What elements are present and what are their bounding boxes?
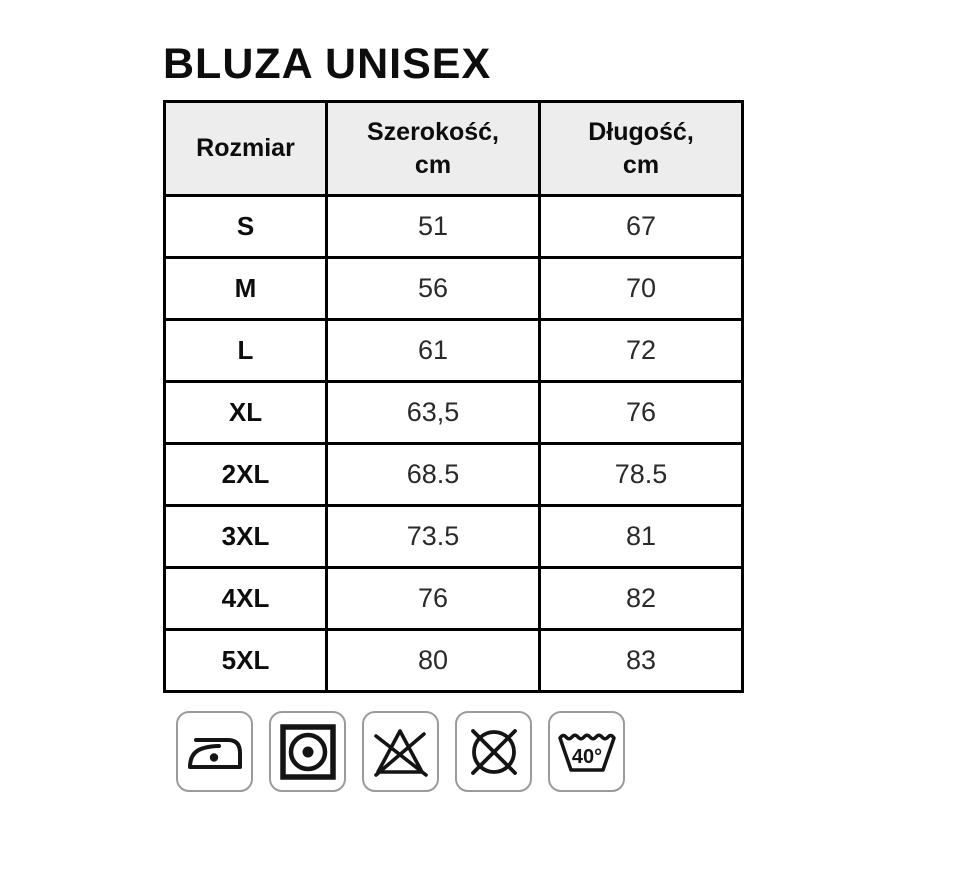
width-cell: 73.5	[325, 504, 541, 569]
size-cell: 3XL	[163, 504, 328, 569]
size-cell: 4XL	[163, 566, 328, 631]
width-cell: 80	[325, 628, 541, 693]
table-row: L 61 72	[163, 318, 744, 383]
do-not-bleach-glyph	[373, 728, 428, 777]
size-cell: L	[163, 318, 328, 383]
length-cell: 81	[538, 504, 744, 569]
table-row: 4XL 76 82	[163, 566, 744, 631]
table-row: 2XL 68.5 78.5	[163, 442, 744, 507]
iron-low-icon	[176, 711, 253, 792]
wash-40-glyph: 40°	[557, 733, 616, 772]
header-width-line2: cm	[414, 150, 452, 179]
do-not-dry-clean-glyph	[470, 728, 517, 775]
width-cell: 68.5	[325, 442, 541, 507]
header-width: Szerokość, cm	[325, 100, 541, 197]
length-cell: 76	[538, 380, 744, 445]
length-cell: 83	[538, 628, 744, 693]
header-size-label: Rozmiar	[196, 134, 295, 163]
width-cell: 56	[325, 256, 541, 321]
page-title: BLUZA UNISEX	[163, 40, 492, 88]
width-cell: 51	[325, 194, 541, 259]
size-cell: S	[163, 194, 328, 259]
table-row: S 51 67	[163, 194, 744, 259]
header-length-line1: Długość,	[588, 118, 694, 146]
width-cell: 76	[325, 566, 541, 631]
length-cell: 72	[538, 318, 744, 383]
care-instructions: 40°	[176, 711, 625, 792]
do-not-bleach-icon	[362, 711, 439, 792]
iron-low-glyph	[187, 737, 242, 769]
wash-temp-label: 40°	[571, 746, 601, 768]
table-row: XL 63,5 76	[163, 380, 744, 445]
width-cell: 61	[325, 318, 541, 383]
tumble-dry-low-glyph	[279, 723, 336, 780]
do-not-dry-clean-icon	[455, 711, 532, 792]
size-cell: M	[163, 256, 328, 321]
header-size: Rozmiar	[163, 100, 328, 197]
length-cell: 78.5	[538, 442, 744, 507]
header-length-line2: cm	[622, 150, 660, 179]
tumble-dry-low-icon	[269, 711, 346, 792]
table-row: M 56 70	[163, 256, 744, 321]
length-cell: 67	[538, 194, 744, 259]
wash-40-icon: 40°	[548, 711, 625, 792]
size-cell: 2XL	[163, 442, 328, 507]
size-cell: 5XL	[163, 628, 328, 693]
table-row: 5XL 80 83	[163, 628, 744, 693]
size-table: Rozmiar Szerokość, cm Długość, cm S 51 6…	[163, 100, 744, 693]
length-cell: 82	[538, 566, 744, 631]
length-cell: 70	[538, 256, 744, 321]
size-cell: XL	[163, 380, 328, 445]
table-header-row: Rozmiar Szerokość, cm Długość, cm	[163, 100, 744, 197]
header-length: Długość, cm	[538, 100, 744, 197]
width-cell: 63,5	[325, 380, 541, 445]
table-row: 3XL 73.5 81	[163, 504, 744, 569]
header-width-line1: Szerokość,	[366, 118, 499, 146]
